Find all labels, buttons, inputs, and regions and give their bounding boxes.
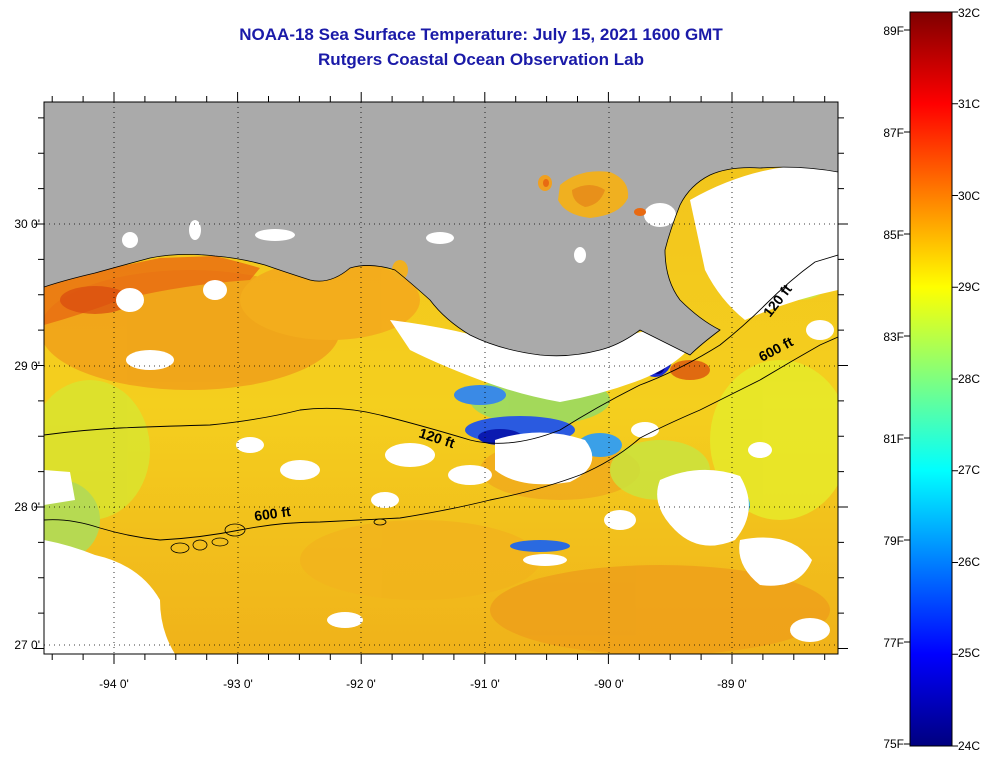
temperature-colorbar: 32C 31C 30C 29C 28C 27C 26C 25C 24C 89F … xyxy=(883,6,980,753)
axis-ticks xyxy=(34,92,848,664)
colorbar-celsius-label: 31C xyxy=(958,97,980,111)
contour-120ft xyxy=(44,254,838,444)
colorbar-ticks xyxy=(904,11,958,747)
lat-label: 27 0' xyxy=(14,638,40,652)
colorbar-celsius-label: 27C xyxy=(958,463,980,477)
lat-label: 29 0' xyxy=(14,359,40,373)
cloud-no-data-areas xyxy=(44,164,838,654)
colorbar-fahrenheit-label: 77F xyxy=(883,636,904,650)
colorbar-gradient xyxy=(909,11,953,747)
colorbar-celsius-label: 28C xyxy=(958,372,980,386)
latitude-axis: 30 0' 29 0' 28 0' 27 0' xyxy=(14,217,40,652)
colorbar-fahrenheit-label: 83F xyxy=(883,330,904,344)
colorbar-fahrenheit-label: 79F xyxy=(883,534,904,548)
hot-coastal-strip xyxy=(44,256,260,325)
contour-small-loops xyxy=(170,518,387,554)
coastline xyxy=(44,166,838,357)
colorbar-fahrenheit-label: 85F xyxy=(883,228,904,242)
map-title: NOAA-18 Sea Surface Temperature: July 15… xyxy=(239,25,723,44)
lat-label: 28 0' xyxy=(14,500,40,514)
lon-label: -89 0' xyxy=(717,677,747,691)
lon-label: -94 0' xyxy=(99,677,129,691)
map-subtitle: Rutgers Coastal Ocean Observation Lab xyxy=(318,50,644,69)
colorbar-celsius-label: 26C xyxy=(958,555,980,569)
lon-label: -93 0' xyxy=(223,677,253,691)
graticule-grid xyxy=(44,102,838,654)
contour-600ft xyxy=(44,336,838,541)
colorbar-celsius-label: 29C xyxy=(958,280,980,294)
map-frame xyxy=(43,101,839,655)
colorbar-fahrenheit-label: 75F xyxy=(883,737,904,751)
contour-label-600ft-west: 600 ft xyxy=(253,503,292,524)
lon-label: -92 0' xyxy=(346,677,376,691)
map-plot-area: 120 ft 600 ft 120 ft 600 ft xyxy=(44,102,838,654)
colorbar-celsius-label: 25C xyxy=(958,646,980,660)
colorbar-fahrenheit-label: 81F xyxy=(883,432,904,446)
longitude-axis: -94 0' -93 0' -92 0' -91 0' -90 0' -89 0… xyxy=(99,677,747,691)
lon-label: -91 0' xyxy=(470,677,500,691)
colorbar-celsius-label: 30C xyxy=(958,189,980,203)
colorbar-celsius-label: 32C xyxy=(958,6,980,20)
colorbar-fahrenheit-label: 87F xyxy=(883,126,904,140)
inland-water-bodies xyxy=(122,171,676,280)
colorbar-celsius-label: 24C xyxy=(958,739,980,753)
lat-label: 30 0' xyxy=(14,217,40,231)
land-mass xyxy=(44,102,838,356)
lon-label: -90 0' xyxy=(594,677,624,691)
colorbar-fahrenheit-label: 89F xyxy=(883,24,904,38)
